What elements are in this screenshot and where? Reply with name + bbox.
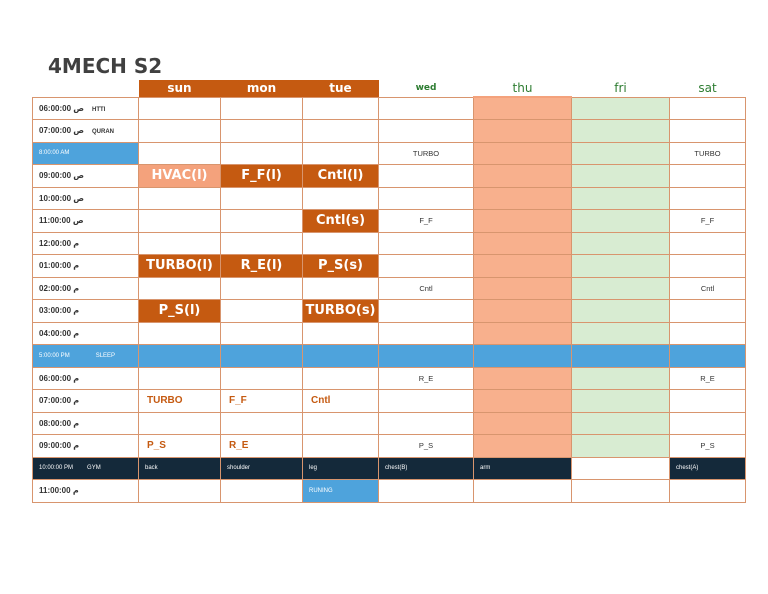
schedule-cell: F_F (378, 209, 474, 233)
time-cell: 06:00:00 م (32, 366, 139, 390)
table-row: 09:00:00 م P_S R_E P_S P_S (32, 434, 746, 458)
time-cell: 09:00:00 م (32, 434, 139, 458)
time-cell: 02:00:00 م (32, 276, 139, 300)
schedule-cell: Cntl (669, 276, 746, 300)
day-header-mon: mon (220, 80, 303, 97)
time-cell: 08:00:00 م (32, 411, 139, 435)
schedule-cell: TURBO (378, 141, 474, 165)
time-cell: 5:00:00 PM SLEEP (32, 344, 139, 368)
table-row: 04:00:00 م (32, 321, 746, 345)
table-row: 8:00:00 AM TURBO TURBO (32, 141, 746, 165)
schedule-cell: P_S (138, 434, 221, 458)
schedule-cell: chest(A) (669, 456, 746, 480)
schedule-cell: Cntl (378, 276, 474, 300)
schedule-cell: chest(B) (378, 456, 474, 480)
schedule-cell: Cntl(s) (302, 209, 379, 233)
schedule-cell: R_E (220, 434, 303, 458)
time-cell: 03:00:00 م (32, 299, 139, 323)
schedule-cell: F_F(l) (220, 164, 303, 188)
table-row: 10:00:00 PM GYM back shoulder leg chest(B… (32, 456, 746, 480)
schedule-cell: P_S (669, 434, 746, 458)
time-cell: 07:00:00 م (32, 389, 139, 413)
time-cell: 06:00:00 ص HTTI (32, 96, 139, 120)
schedule-cell: R_E(l) (220, 254, 303, 278)
time-cell: 09:00:00 ص (32, 164, 139, 188)
page-title: 4MECH S2 (48, 54, 163, 78)
schedule-cell: arm (473, 456, 572, 480)
table-row: 01:00:00 م TURBO(l) R_E(l) P_S(s) (32, 254, 746, 278)
schedule-cell: Cntl(l) (302, 164, 379, 188)
table-row: 03:00:00 م P_S(l) TURBO(s) (32, 299, 746, 323)
table-row: 11:00:00 ص Cntl(s) F_F F_F (32, 209, 746, 233)
table-row: 10:00:00 ص (32, 186, 746, 210)
time-cell: 10:00:00 ص (32, 186, 139, 210)
schedule-cell: leg (302, 456, 379, 480)
table-row: 06:00:00 ص HTTI (32, 96, 746, 120)
header-corner (33, 80, 139, 97)
day-header-sun: sun (138, 80, 221, 97)
table-row: 07:00:00 م TURBO F_F Cntl (32, 389, 746, 413)
time-cell: 04:00:00 م (32, 321, 139, 345)
time-cell: 11:00:00 ص (32, 209, 139, 233)
schedule-cell: TURBO(l) (138, 254, 221, 278)
schedule-cell: Cntl (302, 389, 379, 413)
schedule-cell: P_S(l) (138, 299, 221, 323)
time-cell: 07:00:00 ص QURAN (32, 119, 139, 143)
table-row: 5:00:00 PM SLEEP (32, 344, 746, 368)
table-row: 11:00:00 م RUNING (32, 479, 746, 503)
schedule-table: sun mon tue wed thu fri sat 06:00:00 ص HT… (32, 80, 746, 503)
day-header-sat: sat (669, 80, 746, 98)
day-header-wed: wed (378, 80, 474, 98)
table-row: 08:00:00 م (32, 411, 746, 435)
schedule-cell: shoulder (220, 456, 303, 480)
time-cell: 11:00:00 م (32, 479, 139, 503)
day-header-tue: tue (302, 80, 379, 97)
table-row: 06:00:00 م R_E R_E (32, 366, 746, 390)
time-cell: 10:00:00 PM GYM (32, 456, 139, 480)
schedule-cell: TURBO(s) (302, 299, 379, 323)
day-header-fri: fri (571, 80, 670, 98)
schedule-cell: TURBO (138, 389, 221, 413)
table-row: 02:00:00 م Cntl Cntl (32, 276, 746, 300)
schedule-cell: F_F (220, 389, 303, 413)
schedule-cell: back (138, 456, 221, 480)
schedule-cell: P_S (378, 434, 474, 458)
time-cell: 01:00:00 م (32, 254, 139, 278)
schedule-cell: P_S(s) (302, 254, 379, 278)
schedule-cell: RUNING (302, 479, 379, 503)
header-row: sun mon tue wed thu fri sat (33, 80, 746, 98)
day-header-thu: thu (473, 80, 572, 98)
schedule-cell: R_E (378, 366, 474, 390)
time-cell: 12:00:00 م (32, 231, 139, 255)
schedule-cell: TURBO (669, 141, 746, 165)
schedule-cell: F_F (669, 209, 746, 233)
table-row: 09:00:00 ص HVAC(l) F_F(l) Cntl(l) (32, 164, 746, 188)
schedule-cell: R_E (669, 366, 746, 390)
schedule-cell: HVAC(l) (138, 164, 221, 188)
table-row: 07:00:00 ص QURAN (32, 119, 746, 143)
time-cell: 8:00:00 AM (32, 141, 139, 165)
table-row: 12:00:00 م (32, 231, 746, 255)
